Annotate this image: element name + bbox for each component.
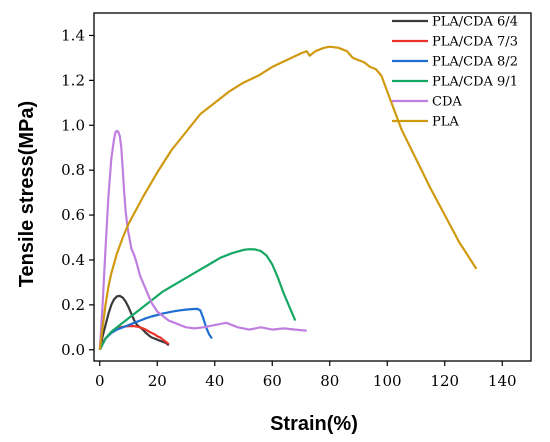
y-tick-label: 1.0 <box>61 116 85 134</box>
plot-frame <box>93 12 532 362</box>
series-line-6 <box>98 45 478 350</box>
axes: 0 20 40 60 80 100 120 140 0.0 0.2 0.4 0.6 0.8 1.0 1.2 1… <box>61 12 532 390</box>
x-tick-label: 60 <box>263 372 282 390</box>
y-tick-label: 0.6 <box>61 206 85 224</box>
series-line-4 <box>98 248 297 351</box>
x-tick-label: 40 <box>205 372 224 390</box>
series-line-3 <box>98 307 213 351</box>
y-tick-label: 0.2 <box>61 296 85 314</box>
series-line-5 <box>98 129 307 350</box>
legend-label-4: PLA/CDA 9/1 <box>432 75 518 90</box>
x-tick-label: 120 <box>430 372 459 390</box>
y-tick-label: 0.0 <box>61 341 85 359</box>
plot-area <box>98 45 478 351</box>
legend: PLA/CDA 6/4 PLA/CDA 7/3 PLA/CDA 8/2 PLA/CDA… <box>392 15 518 130</box>
y-tick-label: 1.2 <box>61 71 85 89</box>
legend-label-6: PLA <box>432 115 459 130</box>
legend-label-3: PLA/CDA 8/2 <box>432 55 518 70</box>
legend-label-2: PLA/CDA 7/3 <box>432 35 518 50</box>
series-line-2 <box>98 324 170 351</box>
x-tick-label: 140 <box>488 372 517 390</box>
x-axis-title: Strain(%) <box>270 413 358 435</box>
y-axis-title: Tensile stress(MPa) <box>16 101 38 287</box>
x-tick-label: 20 <box>148 372 167 390</box>
x-tick-label: 100 <box>373 372 402 390</box>
y-tick-label: 0.4 <box>61 251 85 269</box>
y-tick-label: 1.4 <box>61 26 85 44</box>
legend-label-1: PLA/CDA 6/4 <box>432 15 518 30</box>
series-line-1 <box>98 294 170 351</box>
x-tick-label: 80 <box>320 372 339 390</box>
legend-label-5: CDA <box>432 95 462 110</box>
y-tick-label: 0.8 <box>61 161 85 179</box>
x-tick-label: 0 <box>95 372 105 390</box>
